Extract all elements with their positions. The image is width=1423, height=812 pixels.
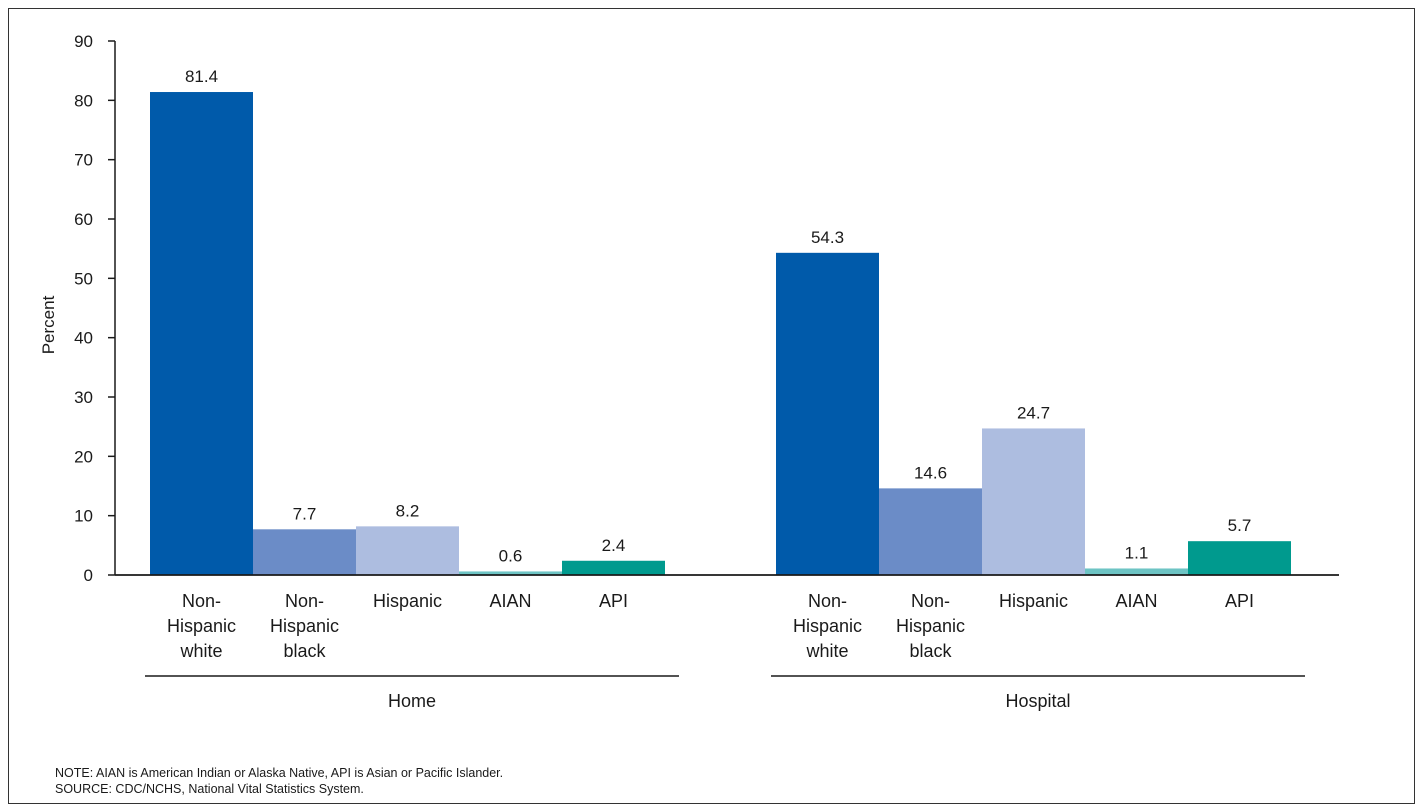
bar [776,252,879,575]
bar [150,92,253,575]
y-tick-label: 30 [74,388,93,407]
y-axis-title: Percent [39,295,58,354]
category-label: AIAN [489,591,531,611]
chart-frame: Percent 0 10 20 30 40 50 60 70 80 90 81.4 7.7 8.2 0.… [8,8,1415,804]
category-label: Non- [285,591,324,611]
category-label: Non- [911,591,950,611]
y-tick-label: 40 [74,329,93,348]
bar-value-label: 24.7 [1017,403,1050,422]
bar [982,428,1085,575]
category-label: Hispanic [896,616,965,636]
bar [879,488,982,575]
bar-value-label: 8.2 [396,501,420,520]
bar-value-label: 5.7 [1228,516,1252,535]
y-tick-label: 20 [74,447,93,466]
y-tick-label: 10 [74,507,93,526]
category-label: Non- [182,591,221,611]
category-label: Hispanic [167,616,236,636]
category-label: black [283,641,326,661]
category-label: black [909,641,952,661]
category-label: Hispanic [270,616,339,636]
category-label: Hispanic [373,591,442,611]
category-label: API [599,591,628,611]
bar [253,529,356,575]
category-label: Hispanic [793,616,862,636]
y-tick-label: 50 [74,269,93,288]
bar-value-label: 0.6 [499,546,523,565]
chart-notes: NOTE: AIAN is American Indian or Alaska … [55,765,503,797]
bar [356,526,459,575]
bar [1188,541,1291,575]
bar-value-label: 1.1 [1125,543,1149,562]
bar-chart: Percent 0 10 20 30 40 50 60 70 80 90 81.4 7.7 8.2 0.… [39,32,1339,711]
bar-value-label: 7.7 [293,504,317,523]
bar-value-label: 14.6 [914,463,947,482]
group-label: Hospital [1005,691,1070,711]
category-label: AIAN [1115,591,1157,611]
y-tick-label: 80 [74,91,93,110]
y-tick-label: 70 [74,151,93,170]
category-label: Non- [808,591,847,611]
bar-value-label: 2.4 [602,536,626,555]
y-tick-label: 90 [74,32,93,51]
bar [562,560,665,575]
x-axis: Non- Hispanic white Non- Hispanic black Hispan… [115,574,1339,711]
category-label: API [1225,591,1254,611]
bars: 81.4 7.7 8.2 0.6 2.4 54.3 14.6 24.7 1.1 5.7 [150,67,1291,575]
bar [1085,568,1188,575]
category-label: white [179,641,222,661]
y-tick-label: 60 [74,210,93,229]
category-label: Hispanic [999,591,1068,611]
bar-value-label: 54.3 [811,228,844,247]
source-text: SOURCE: CDC/NCHS, National Vital Statist… [55,782,364,796]
bar-value-label: 81.4 [185,67,218,86]
note-text: NOTE: AIAN is American Indian or Alaska … [55,766,504,780]
y-tick-label: 0 [84,566,93,585]
group-label: Home [388,691,436,711]
y-axis: 0 10 20 30 40 50 60 70 80 90 [74,32,116,585]
bar [459,571,562,575]
category-label: white [805,641,848,661]
